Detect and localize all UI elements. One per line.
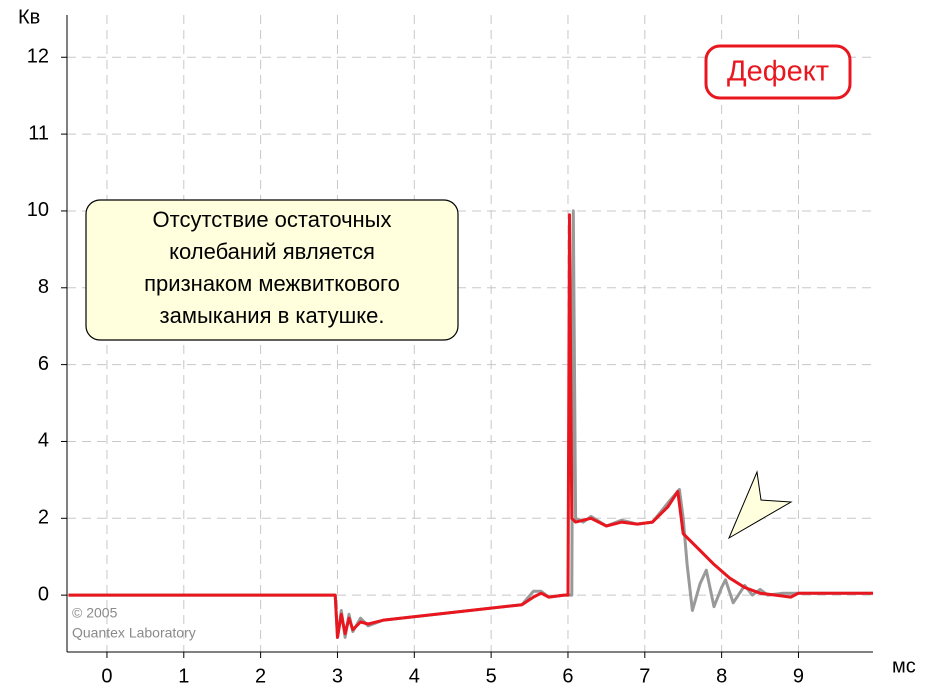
x-tick-label: 3 [332, 665, 343, 687]
x-tick-label: 4 [409, 665, 420, 687]
x-tick-label: 1 [178, 665, 189, 687]
x-tick-label: 9 [793, 665, 804, 687]
note-line: признаком межвиткового [144, 271, 400, 296]
x-tick-label: 5 [486, 665, 497, 687]
y-tick-label: 0 [38, 583, 49, 605]
y-tick-label: 6 [38, 353, 49, 375]
y-tick-label: 8 [38, 276, 49, 298]
x-tick-label: 8 [716, 665, 727, 687]
y-tick-label: 11 [28, 122, 49, 144]
y-axis-label: Кв [18, 6, 40, 28]
x-tick-label: 6 [562, 665, 573, 687]
copyright: © 2005 [72, 605, 118, 621]
lines [68, 209, 873, 639]
x-tick-label: 7 [639, 665, 650, 687]
badge: Дефект [727, 56, 829, 88]
y-tick-label: 10 [27, 199, 49, 221]
pointer-arrow [727, 470, 793, 540]
note-box [85, 199, 459, 341]
note: Отсутствие остаточных колебаний является п… [144, 207, 400, 328]
x-tick-label: 2 [255, 665, 266, 687]
x-axis-label: мс [892, 655, 916, 677]
y-tick-label: 12 [27, 46, 49, 68]
note-line: замыкания в катушке. [160, 303, 385, 328]
note-line: Отсутствие остаточных [153, 207, 392, 232]
badge-box [704, 44, 852, 100]
x-tick-label: 0 [101, 665, 112, 687]
copyright: Quantex Laboratory [72, 625, 196, 641]
y-tick-label: 4 [38, 430, 49, 452]
series-line [68, 213, 873, 639]
y-tick-label: 2 [38, 507, 49, 529]
note-line: колебаний является [169, 239, 375, 264]
